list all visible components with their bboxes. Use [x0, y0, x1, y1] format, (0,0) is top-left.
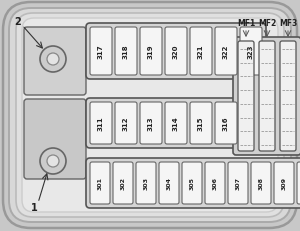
Text: 323: 323: [248, 45, 254, 59]
Text: 303: 303: [143, 177, 148, 190]
FancyBboxPatch shape: [115, 28, 137, 76]
FancyBboxPatch shape: [240, 28, 262, 76]
Text: 318: 318: [123, 45, 129, 59]
FancyBboxPatch shape: [159, 162, 179, 204]
FancyBboxPatch shape: [140, 28, 162, 76]
FancyBboxPatch shape: [90, 103, 112, 144]
Text: 304: 304: [167, 177, 172, 190]
Text: 315: 315: [198, 116, 204, 131]
Circle shape: [47, 155, 59, 167]
FancyBboxPatch shape: [90, 28, 112, 76]
FancyBboxPatch shape: [86, 99, 241, 148]
FancyBboxPatch shape: [90, 162, 110, 204]
FancyBboxPatch shape: [215, 103, 237, 144]
Text: 307: 307: [236, 177, 241, 190]
Text: 311: 311: [98, 116, 104, 131]
Text: 308: 308: [259, 177, 263, 190]
Text: 317: 317: [98, 45, 104, 59]
FancyBboxPatch shape: [22, 19, 278, 212]
FancyBboxPatch shape: [205, 162, 225, 204]
FancyBboxPatch shape: [190, 103, 212, 144]
Text: MF2: MF2: [258, 19, 276, 28]
FancyBboxPatch shape: [3, 3, 297, 228]
FancyBboxPatch shape: [165, 103, 187, 144]
FancyBboxPatch shape: [190, 28, 212, 76]
FancyBboxPatch shape: [140, 103, 162, 144]
FancyBboxPatch shape: [24, 28, 86, 96]
FancyBboxPatch shape: [274, 162, 294, 204]
Text: 320: 320: [173, 45, 179, 59]
Text: 319: 319: [148, 45, 154, 59]
Text: 321: 321: [198, 45, 204, 59]
Text: MF3: MF3: [279, 19, 297, 28]
FancyBboxPatch shape: [233, 38, 300, 155]
FancyBboxPatch shape: [9, 9, 291, 222]
FancyBboxPatch shape: [165, 28, 187, 76]
FancyBboxPatch shape: [280, 42, 296, 151]
Text: 314: 314: [173, 116, 179, 131]
FancyBboxPatch shape: [215, 28, 237, 76]
FancyBboxPatch shape: [115, 103, 137, 144]
FancyBboxPatch shape: [16, 14, 284, 217]
Text: 313: 313: [148, 116, 154, 131]
FancyBboxPatch shape: [113, 162, 133, 204]
FancyBboxPatch shape: [136, 162, 156, 204]
FancyBboxPatch shape: [182, 162, 202, 204]
Text: 305: 305: [190, 177, 194, 190]
Text: 301: 301: [98, 177, 103, 190]
FancyBboxPatch shape: [24, 100, 86, 179]
Text: 2: 2: [15, 17, 21, 27]
Text: 312: 312: [123, 116, 129, 131]
FancyBboxPatch shape: [297, 162, 300, 204]
FancyBboxPatch shape: [228, 162, 248, 204]
FancyBboxPatch shape: [251, 162, 271, 204]
Text: 316: 316: [223, 116, 229, 131]
Text: 309: 309: [281, 177, 286, 190]
FancyBboxPatch shape: [238, 42, 254, 151]
Circle shape: [40, 148, 66, 174]
FancyBboxPatch shape: [86, 24, 266, 80]
Text: 302: 302: [121, 177, 125, 190]
Text: MF1: MF1: [237, 19, 255, 28]
Text: 1: 1: [31, 202, 38, 212]
Circle shape: [47, 54, 59, 66]
Text: 306: 306: [212, 177, 217, 190]
FancyBboxPatch shape: [259, 42, 275, 151]
Text: 322: 322: [223, 45, 229, 59]
FancyBboxPatch shape: [86, 158, 300, 208]
Circle shape: [40, 47, 66, 73]
